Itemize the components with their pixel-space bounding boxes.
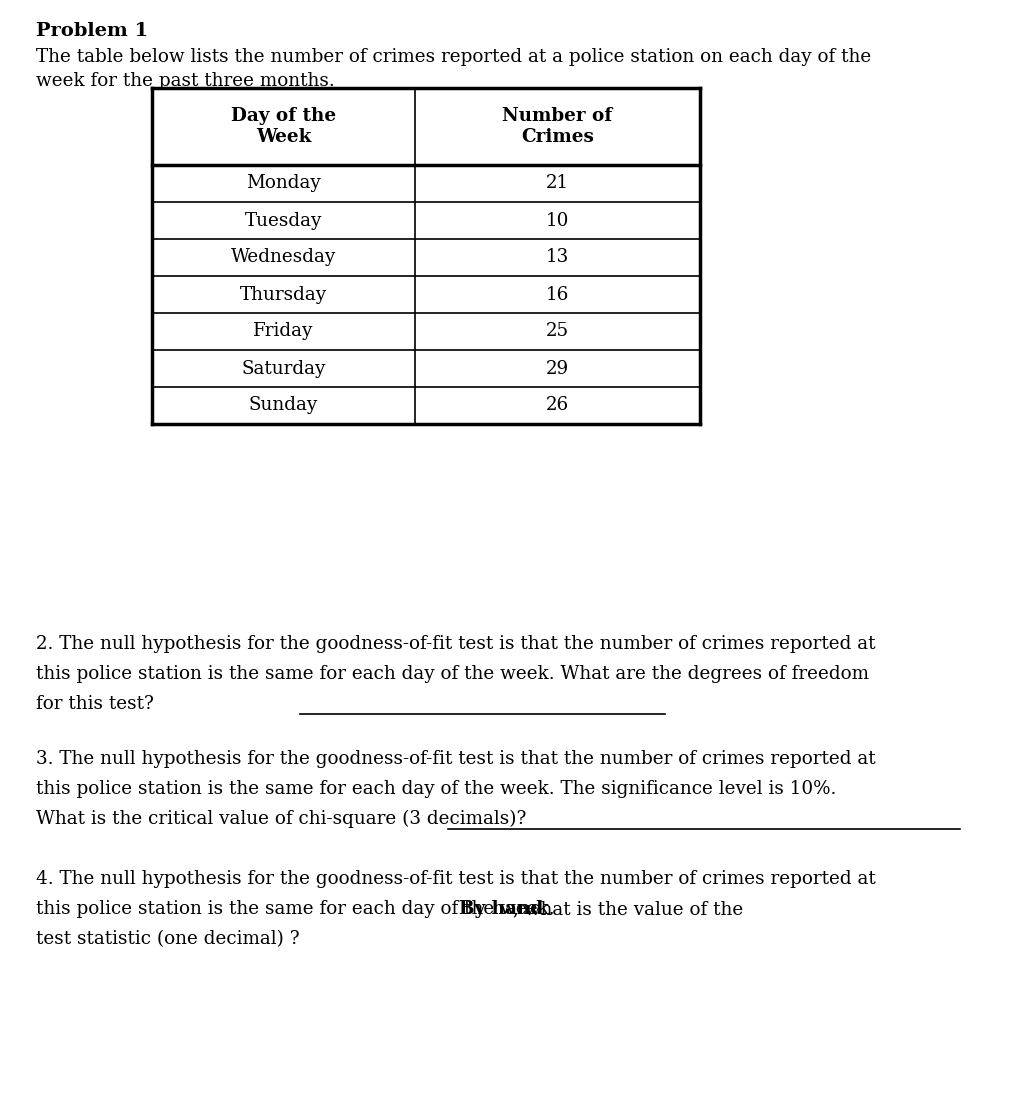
Text: week for the past three months.: week for the past three months.	[36, 72, 335, 90]
Text: Saturday: Saturday	[242, 360, 326, 377]
Text: this police station is the same for each day of the week. The significance level: this police station is the same for each…	[36, 780, 837, 798]
Text: 29: 29	[546, 360, 569, 377]
Text: Problem 1: Problem 1	[36, 22, 148, 40]
Text: 4. The null hypothesis for the goodness-of-fit test is that the number of crimes: 4. The null hypothesis for the goodness-…	[36, 870, 876, 888]
Text: , what is the value of the: , what is the value of the	[513, 900, 743, 918]
Text: Wednesday: Wednesday	[230, 249, 336, 266]
Text: 21: 21	[546, 175, 569, 192]
Text: 16: 16	[546, 286, 569, 304]
Text: 3. The null hypothesis for the goodness-of-fit test is that the number of crimes: 3. The null hypothesis for the goodness-…	[36, 750, 876, 768]
Text: 13: 13	[546, 249, 569, 266]
Text: The table below lists the number of crimes reported at a police station on each : The table below lists the number of crim…	[36, 48, 871, 66]
Text: 25: 25	[546, 322, 569, 341]
Text: for this test?: for this test?	[36, 695, 154, 713]
Text: Thursday: Thursday	[240, 286, 327, 304]
Text: Day of the
Week: Day of the Week	[231, 107, 336, 146]
Text: Number of
Crimes: Number of Crimes	[503, 107, 612, 146]
Text: Friday: Friday	[253, 322, 313, 341]
Text: Monday: Monday	[246, 175, 321, 192]
Text: 10: 10	[546, 211, 569, 230]
Text: Tuesday: Tuesday	[245, 211, 323, 230]
Text: test statistic (one decimal) ?: test statistic (one decimal) ?	[36, 930, 300, 948]
Text: 26: 26	[546, 396, 569, 415]
Text: this police station is the same for each day of the week. What are the degrees o: this police station is the same for each…	[36, 666, 869, 683]
Text: 2. The null hypothesis for the goodness-of-fit test is that the number of crimes: 2. The null hypothesis for the goodness-…	[36, 635, 876, 653]
Text: What is the critical value of chi-square (3 decimals)?: What is the critical value of chi-square…	[36, 810, 526, 828]
Text: Sunday: Sunday	[249, 396, 318, 415]
Text: this police station is the same for each day of the week.: this police station is the same for each…	[36, 900, 560, 918]
Text: By hand: By hand	[460, 900, 544, 918]
